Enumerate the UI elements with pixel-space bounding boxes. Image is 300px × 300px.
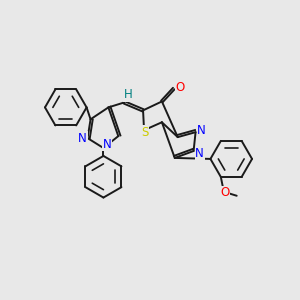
Text: O: O: [175, 81, 184, 94]
Text: N: N: [78, 132, 87, 145]
Text: N: N: [197, 124, 206, 137]
Text: O: O: [220, 186, 230, 199]
Text: S: S: [141, 126, 149, 139]
Text: N: N: [103, 138, 112, 151]
Text: H: H: [124, 88, 133, 101]
Text: N: N: [195, 148, 204, 160]
